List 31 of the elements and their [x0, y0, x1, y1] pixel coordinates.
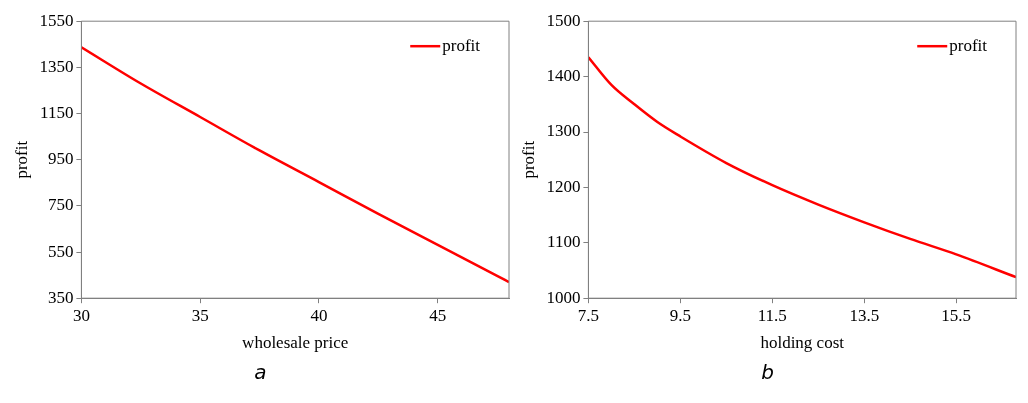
- x-tick-label: 7.5: [577, 305, 600, 325]
- y-tick-label: 1500: [546, 10, 581, 30]
- text: a: [254, 360, 267, 384]
- y-tick-label: 1350: [39, 56, 74, 76]
- x-tick-label: 9.5: [669, 305, 691, 325]
- x-tick-label: 45: [429, 305, 447, 325]
- y-axis-title: profit: [518, 140, 538, 179]
- y-axis-title: profit: [11, 140, 31, 179]
- y-tick-label: 1000: [546, 287, 581, 307]
- y-tick-label: 1400: [546, 66, 581, 86]
- x-tick-label: 35: [191, 305, 209, 325]
- y-tick-label: 1550: [39, 10, 74, 30]
- y-tick-label: 1150: [40, 103, 74, 122]
- legend-label: profit: [442, 35, 481, 55]
- x-axis-title: wholesale price: [242, 333, 349, 353]
- y-tick-label: 550: [47, 241, 74, 261]
- y-tick-label: 950: [47, 149, 74, 169]
- y-tick-label: 750: [47, 195, 74, 215]
- x-tick-label: 15.5: [941, 305, 972, 325]
- y-tick-label: 1200: [546, 176, 581, 196]
- x-tick-label: 13.5: [849, 305, 880, 325]
- x-tick-label: 11.5: [757, 305, 787, 325]
- x-tick-label: 40: [310, 305, 328, 325]
- x-axis-title: holding cost: [760, 333, 845, 353]
- y-tick-label: 1300: [546, 121, 581, 141]
- x-tick-label: 30: [72, 305, 90, 325]
- y-tick-label: 1100: [547, 232, 581, 252]
- text: b: [761, 360, 774, 384]
- legend-label: profit: [949, 35, 988, 55]
- y-tick-label: 350: [47, 287, 74, 307]
- line-series: [588, 55, 1016, 279]
